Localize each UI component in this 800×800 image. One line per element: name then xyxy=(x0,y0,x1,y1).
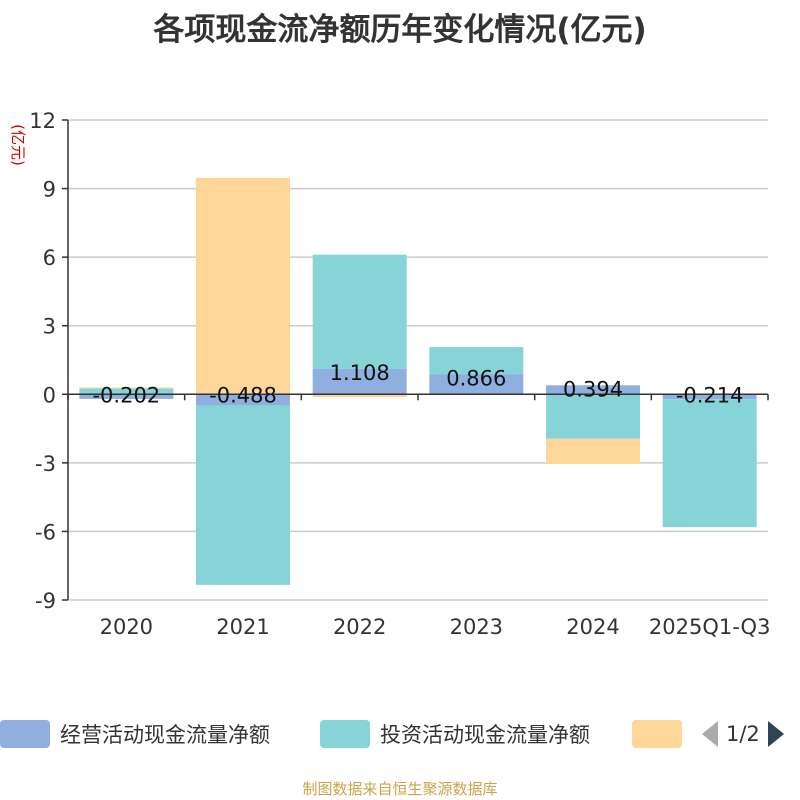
bar-financing xyxy=(196,177,290,395)
x-tick-label: 2021 xyxy=(216,615,269,639)
legend-item-investing[interactable]: 投资活动现金流量净额 xyxy=(320,714,590,754)
y-tick-label: 6 xyxy=(43,246,56,270)
bar-financing xyxy=(546,438,640,464)
chart-title: 各项现金流净额历年变化情况(亿元) xyxy=(153,12,647,48)
legend-swatch xyxy=(320,720,370,748)
label-layer: 2020 2021 2022 2023 2024 2025Q1-Q3 -0.202 -0.48… xyxy=(92,361,770,639)
y-tick-label: -9 xyxy=(35,589,56,613)
bar-operating xyxy=(429,374,524,395)
y-tick-label: 3 xyxy=(43,315,56,339)
y-tick-label: -3 xyxy=(35,452,56,476)
y-tick-label: -6 xyxy=(35,520,56,544)
bar-investing xyxy=(546,394,640,439)
axis-layer: 12 9 6 3 0 -3 -6 -9 (亿元) xyxy=(9,109,769,613)
bar-operating xyxy=(662,394,757,400)
x-tick-label: 2022 xyxy=(333,615,386,639)
bar-operating xyxy=(546,385,640,395)
y-tick-label: 0 xyxy=(43,383,56,407)
data-label: 0.394 xyxy=(563,377,623,401)
legend-item-operating[interactable]: 经营活动现金流量净额 xyxy=(0,714,270,754)
y-tick-label: 9 xyxy=(43,178,56,202)
bar-investing xyxy=(79,388,174,395)
pager-indicator: 1/2 xyxy=(726,722,760,746)
y-tick-label: 12 xyxy=(29,109,56,133)
bar-operating xyxy=(312,368,407,395)
bar-operating xyxy=(79,394,174,399)
source-note: 制图数据来自恒生聚源数据库 xyxy=(302,780,498,798)
x-tick-label: 2024 xyxy=(566,615,619,639)
x-tick-label: 2025Q1-Q3 xyxy=(649,615,771,639)
bar-financing xyxy=(79,387,174,389)
pager-next-icon[interactable] xyxy=(766,720,786,748)
pager-prev-icon[interactable] xyxy=(700,720,720,748)
legend-label: 经营活动现金流量净额 xyxy=(60,723,270,747)
data-label: 1.108 xyxy=(330,361,390,385)
bar-investing xyxy=(312,254,407,369)
y-axis-label: (亿元) xyxy=(9,124,27,166)
data-label: -0.214 xyxy=(676,383,744,407)
data-label: -0.488 xyxy=(209,383,277,407)
data-label: -0.202 xyxy=(92,383,160,407)
x-tick-label: 2020 xyxy=(100,615,153,639)
legend-swatch xyxy=(632,720,682,748)
bars-layer xyxy=(79,177,757,585)
data-label: 0.866 xyxy=(446,366,506,390)
bar-investing xyxy=(429,347,524,375)
legend-label: 投资活动现金流量净额 xyxy=(380,723,590,747)
bar-operating xyxy=(196,394,290,406)
bar-investing xyxy=(662,399,757,528)
legend: 经营活动现金流量净额 投资活动现金流量净额 xyxy=(0,714,800,754)
legend-item-financing[interactable] xyxy=(632,714,682,754)
legend-swatch xyxy=(0,720,50,748)
grid-layer xyxy=(68,119,768,601)
bar-investing xyxy=(196,405,290,585)
bar-financing xyxy=(312,394,407,398)
legend-pager: 1/2 xyxy=(700,714,800,754)
x-tick-label: 2023 xyxy=(450,615,503,639)
